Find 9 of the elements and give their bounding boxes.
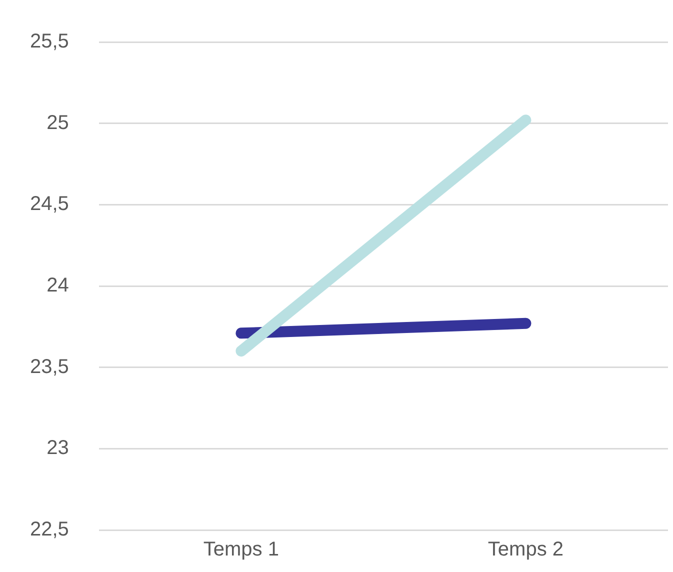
- y-tick-label: 24,5: [30, 193, 69, 216]
- y-tick-label: 22,5: [30, 518, 69, 541]
- y-tick-label: 23: [46, 437, 69, 460]
- y-tick-label: 23,5: [30, 356, 69, 378]
- y-tick-label: 25,5: [30, 30, 69, 53]
- y-tick-label: 24: [46, 274, 69, 297]
- y-tick-label: 25: [46, 112, 69, 134]
- x-tick-label: Temps 2: [488, 538, 564, 561]
- x-tick-label: Temps 1: [203, 538, 279, 561]
